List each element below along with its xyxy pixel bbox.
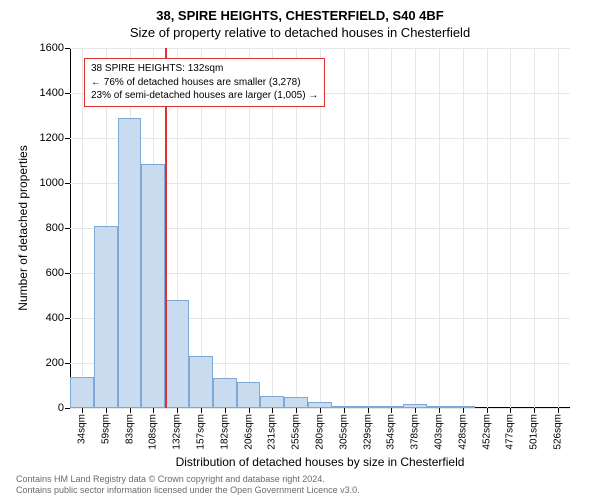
histogram-bar <box>118 118 142 408</box>
grid-line-v <box>534 48 535 408</box>
y-tick-label: 1000 <box>40 177 70 189</box>
y-tick-label: 1400 <box>40 87 70 99</box>
histogram-bar <box>141 164 165 408</box>
footer-attribution: Contains HM Land Registry data © Crown c… <box>16 474 360 497</box>
histogram-bar <box>189 356 213 408</box>
x-tick-label: 59sqm <box>100 408 111 444</box>
grid-line-v <box>391 48 392 408</box>
grid-line-v <box>558 48 559 408</box>
x-tick-label: 526sqm <box>553 408 564 450</box>
histogram-bar <box>260 396 284 408</box>
x-tick-label: 132sqm <box>172 408 183 450</box>
histogram-bar <box>165 300 189 408</box>
histogram-bar <box>70 377 94 409</box>
address-line: 38, SPIRE HEIGHTS, CHESTERFIELD, S40 4BF <box>0 8 600 23</box>
x-tick-label: 280sqm <box>315 408 326 450</box>
grid-line-v <box>510 48 511 408</box>
x-tick-label: 83sqm <box>124 408 135 444</box>
x-tick-label: 354sqm <box>386 408 397 450</box>
x-tick-label: 477sqm <box>505 408 516 450</box>
grid-line-v <box>415 48 416 408</box>
histogram-bar <box>237 382 261 408</box>
y-tick-label: 0 <box>58 402 70 414</box>
x-tick-label: 231sqm <box>267 408 278 450</box>
annotation-line: 38 SPIRE HEIGHTS: 132sqm <box>91 62 318 76</box>
x-tick-label: 108sqm <box>148 408 159 450</box>
annotation-line: ← 76% of detached houses are smaller (3,… <box>91 76 318 90</box>
y-tick-label: 400 <box>46 312 70 324</box>
x-tick-label: 206sqm <box>243 408 254 450</box>
histogram-plot: 0200400600800100012001400160034sqm59sqm8… <box>70 48 570 408</box>
x-tick-label: 428sqm <box>457 408 468 450</box>
histogram-bar <box>94 226 118 408</box>
x-tick-label: 305sqm <box>338 408 349 450</box>
y-tick-label: 200 <box>46 357 70 369</box>
x-tick-label: 403sqm <box>434 408 445 450</box>
x-tick-label: 34sqm <box>76 408 87 444</box>
x-tick-label: 255sqm <box>291 408 302 450</box>
x-tick-label: 452sqm <box>481 408 492 450</box>
grid-line-v <box>487 48 488 408</box>
footer-line-2: Contains public sector information licen… <box>16 485 360 496</box>
annotation-box: 38 SPIRE HEIGHTS: 132sqm← 76% of detache… <box>84 58 325 107</box>
grid-line-v <box>439 48 440 408</box>
grid-line-v <box>368 48 369 408</box>
histogram-bar <box>213 378 237 408</box>
y-tick-label: 1600 <box>40 42 70 54</box>
grid-line-v <box>463 48 464 408</box>
x-tick-label: 182sqm <box>219 408 230 450</box>
x-tick-label: 501sqm <box>529 408 540 450</box>
x-tick-label: 378sqm <box>410 408 421 450</box>
y-tick-label: 800 <box>46 222 70 234</box>
y-tick-label: 600 <box>46 267 70 279</box>
grid-line-v <box>82 48 83 408</box>
x-axis-title: Distribution of detached houses by size … <box>70 455 570 469</box>
x-tick-label: 329sqm <box>362 408 373 450</box>
grid-line-v <box>344 48 345 408</box>
chart-subtitle: Size of property relative to detached ho… <box>0 25 600 40</box>
x-tick-label: 157sqm <box>195 408 206 450</box>
histogram-bar <box>284 397 308 408</box>
footer-line-1: Contains HM Land Registry data © Crown c… <box>16 474 360 485</box>
y-tick-label: 1200 <box>40 132 70 144</box>
annotation-line: 23% of semi-detached houses are larger (… <box>91 89 318 103</box>
